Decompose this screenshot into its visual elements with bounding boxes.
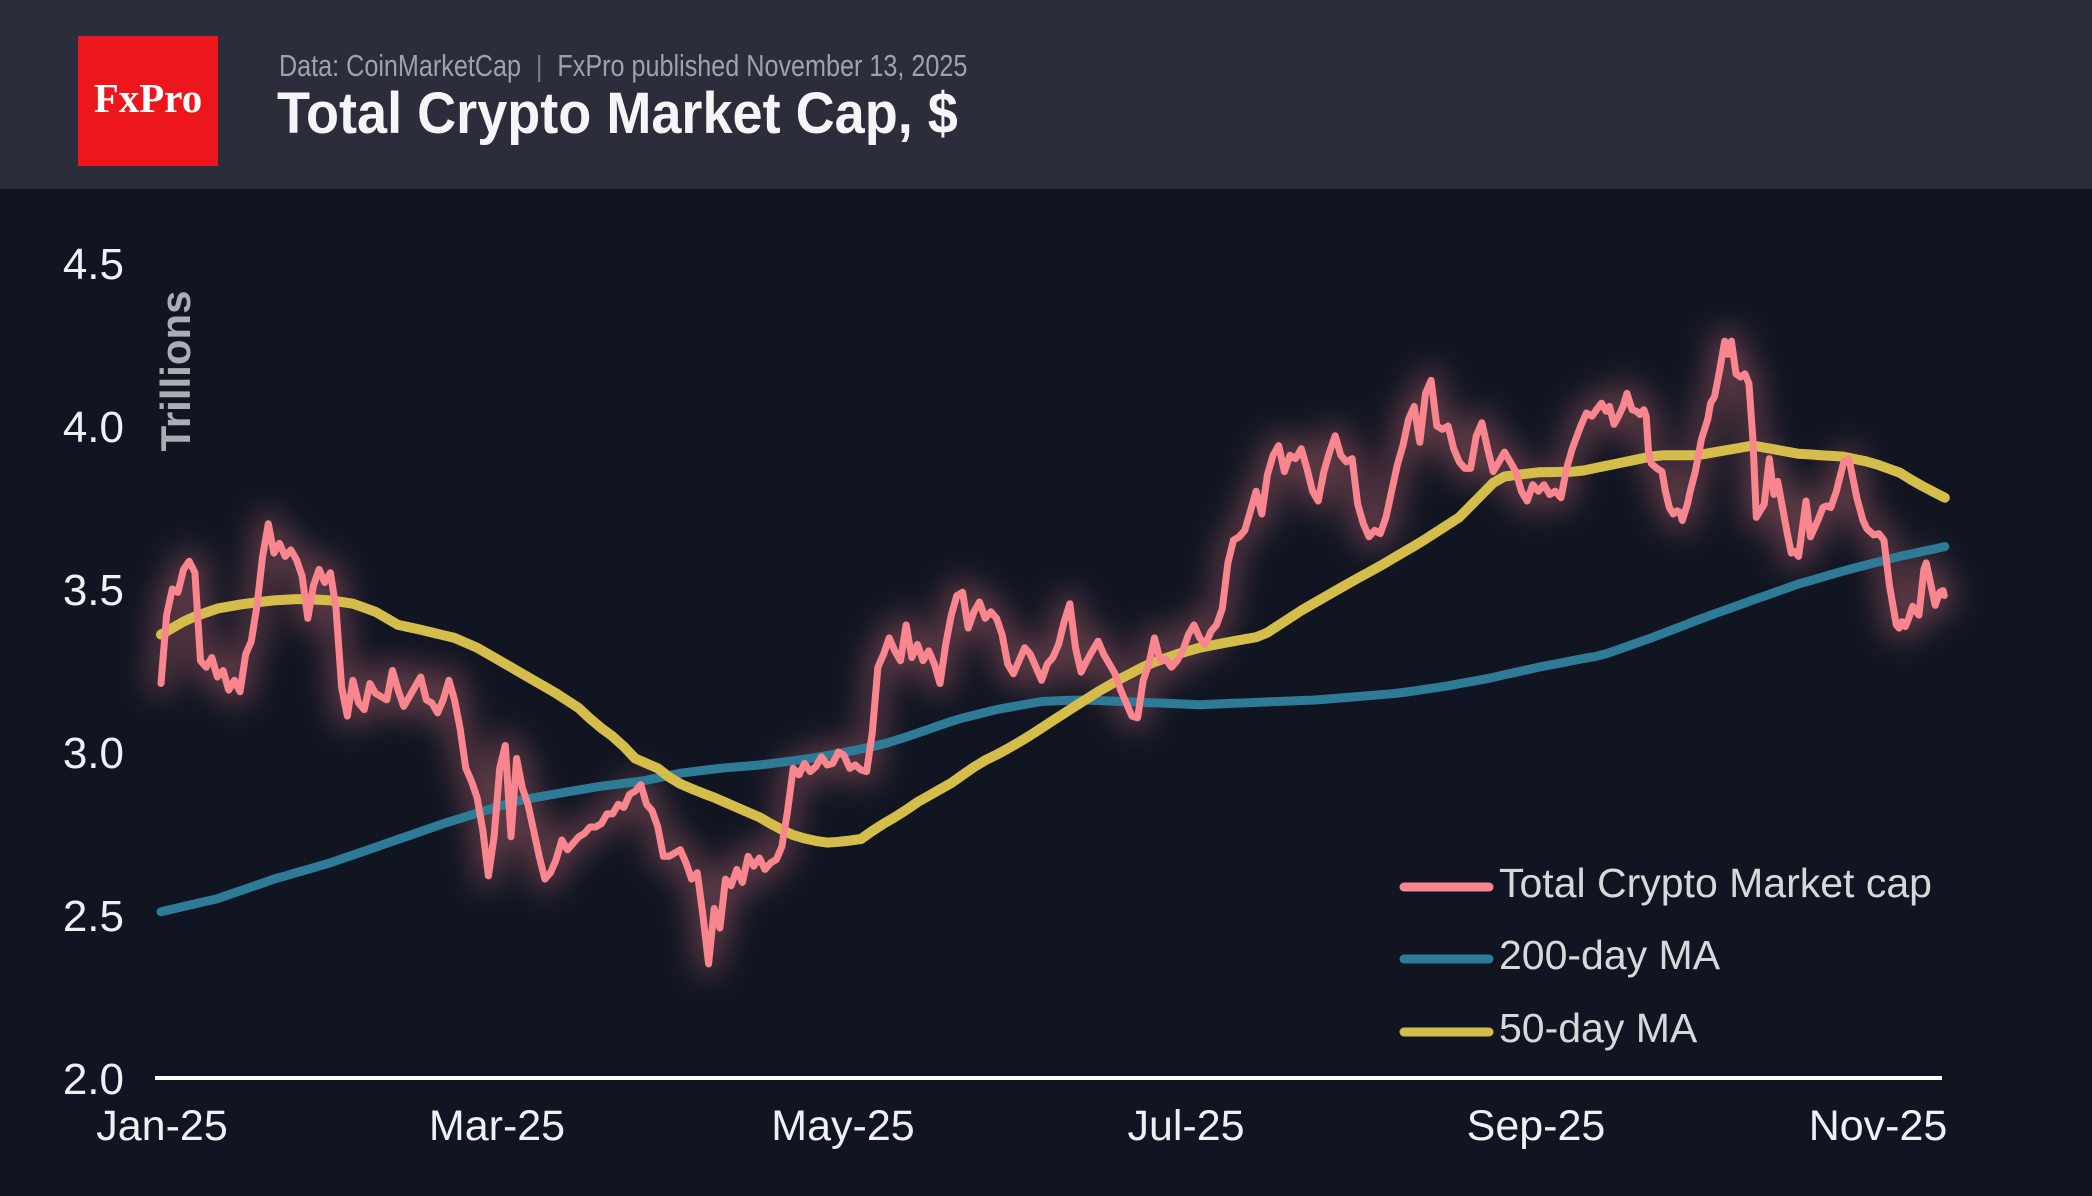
svg-text:Trillions: Trillions	[152, 290, 199, 451]
svg-text:Nov-25: Nov-25	[1809, 1102, 1948, 1150]
svg-text:Sep-25: Sep-25	[1467, 1102, 1606, 1150]
svg-text:4.5: 4.5	[63, 240, 124, 289]
svg-text:2.0: 2.0	[63, 1055, 124, 1104]
svg-text:50-day MA: 50-day MA	[1499, 1005, 1698, 1051]
svg-text:May-25: May-25	[771, 1102, 914, 1150]
svg-text:2.5: 2.5	[63, 892, 124, 941]
svg-text:Mar-25: Mar-25	[429, 1102, 565, 1150]
svg-text:Jul-25: Jul-25	[1127, 1102, 1244, 1150]
svg-text:3.5: 3.5	[63, 566, 124, 615]
svg-text:Total Crypto Market cap: Total Crypto Market cap	[1499, 860, 1932, 906]
svg-text:Jan-25: Jan-25	[96, 1102, 227, 1150]
svg-text:200-day MA: 200-day MA	[1499, 932, 1721, 978]
svg-text:4.0: 4.0	[63, 403, 124, 452]
svg-text:3.0: 3.0	[63, 729, 124, 778]
